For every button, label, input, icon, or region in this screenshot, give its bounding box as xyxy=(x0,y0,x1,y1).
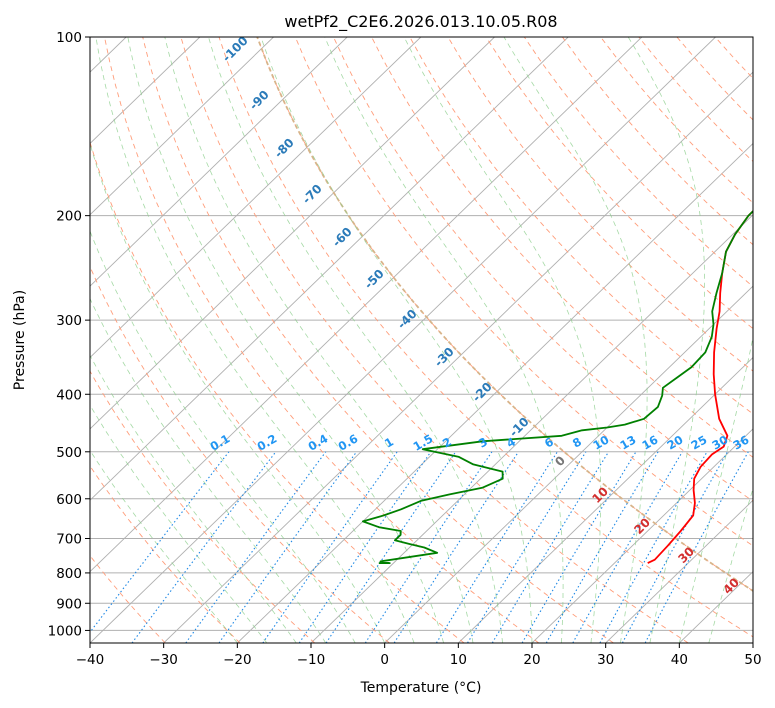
x-tick-label: −30 xyxy=(149,652,178,668)
isotherm-line xyxy=(752,642,753,643)
y-tick-label: 200 xyxy=(56,209,82,225)
isotherm-line xyxy=(90,37,569,501)
isotherm-line xyxy=(605,499,753,643)
mixing-ratio-label: 25 xyxy=(689,432,710,452)
isotherm-line xyxy=(90,37,201,145)
x-tick-label: −10 xyxy=(297,652,326,668)
temperature-profile xyxy=(647,209,753,564)
isotherm-line xyxy=(90,37,643,573)
y-tick-label: 100 xyxy=(56,30,82,46)
isotherm-line xyxy=(310,214,753,643)
moist-adiabat-line xyxy=(208,37,503,643)
x-tick-label: 10 xyxy=(450,652,467,668)
plot-background xyxy=(90,37,753,643)
x-axis-label: Temperature (°C) xyxy=(360,680,482,696)
moist-adiabat-line xyxy=(260,37,533,643)
mixing-ratio-label: 16 xyxy=(640,432,661,452)
mixing-ratio-label: 10 xyxy=(591,432,612,452)
mixing-ratio-line xyxy=(435,451,558,643)
moist-adiabat-line xyxy=(90,449,238,643)
x-tick-label: 0 xyxy=(380,652,389,668)
x-axis: −40 −30 −20 −10 0 10 20 30 40 50 xyxy=(76,643,762,668)
moist-adiabat-line xyxy=(403,37,602,643)
chart-title: wetPf2_C2E6.2026.013.10.05.R08 xyxy=(284,12,557,32)
dry-adiabat-line xyxy=(371,37,753,458)
isotherm-line xyxy=(384,285,753,643)
y-tick-label: 500 xyxy=(56,445,82,461)
background-lines xyxy=(90,37,753,643)
mixing-ratio-line xyxy=(599,451,708,643)
mixing-ratio-line xyxy=(393,451,519,643)
profile-series xyxy=(362,209,753,564)
x-tick-label: 50 xyxy=(744,652,761,668)
dry-adiabat-line xyxy=(485,37,753,330)
mixing-ratio-label: 20 xyxy=(665,432,686,452)
mixing-ratio-line xyxy=(364,451,493,643)
moist-adiabat-line xyxy=(127,37,444,643)
moist-adiabat-line xyxy=(164,37,474,643)
dry-adiabat-line xyxy=(180,37,689,643)
y-tick-label: 900 xyxy=(56,596,82,612)
isotherm-line xyxy=(237,142,753,643)
isotherm-line xyxy=(163,71,753,643)
y-tick-label: 1000 xyxy=(48,623,82,639)
dry-adiabat-line xyxy=(333,37,753,502)
moist-adiabat-line xyxy=(90,142,386,643)
mixing-ratio-line xyxy=(185,451,327,643)
y-tick-label: 400 xyxy=(56,387,82,403)
isotherm-line xyxy=(531,428,753,643)
dry-adiabat-line xyxy=(523,37,753,288)
y-axis: 1000 900 800 700 600 500 400 300 200 100 xyxy=(48,30,90,639)
dry-adiabat-line xyxy=(142,37,614,643)
dry-adiabat-line xyxy=(90,554,166,643)
mixing-ratio-line xyxy=(262,451,398,643)
y-tick-label: 600 xyxy=(56,492,82,508)
moist-adiabat-line xyxy=(90,229,356,643)
dry-adiabat-line xyxy=(90,140,465,643)
isotherm-line xyxy=(90,37,348,287)
isotherm-line xyxy=(90,37,495,430)
mixing-ratio-line xyxy=(131,451,277,643)
x-tick-label: −20 xyxy=(223,652,252,668)
mixing-ratio-line xyxy=(325,451,457,643)
x-tick-label: 40 xyxy=(671,652,688,668)
plot-frame xyxy=(89,36,754,644)
mixing-ratio-label: 13 xyxy=(618,432,639,452)
moist-adiabat-line xyxy=(95,37,415,643)
mixing-ratio-line xyxy=(644,451,749,643)
mixing-ratio-label: 30 xyxy=(710,432,731,452)
isotherm-line xyxy=(90,37,274,216)
dry-adiabat-line xyxy=(90,265,390,643)
mixing-ratio-line xyxy=(218,451,358,643)
mixing-ratio-line xyxy=(298,451,432,643)
moist-adiabat-line xyxy=(324,37,564,643)
mixing-ratio-label: 36 xyxy=(731,432,752,452)
dewpoint-profile xyxy=(362,209,753,564)
y-axis-label: Pressure (hPa) xyxy=(12,290,28,390)
x-tick-label: −40 xyxy=(76,652,105,668)
y-tick-label: 300 xyxy=(56,313,82,329)
isotherm-line xyxy=(90,37,422,359)
isotherm-line xyxy=(458,356,753,643)
dry-adiabat-line xyxy=(752,37,753,38)
y-tick-label: 800 xyxy=(56,566,82,582)
mixing-ratio-line xyxy=(621,451,728,643)
isotherm-line xyxy=(90,37,716,643)
mixing-ratio-line xyxy=(491,451,610,643)
x-tick-label: 20 xyxy=(523,652,540,668)
dry-adiabat-line xyxy=(409,37,753,415)
y-tick-label: 700 xyxy=(56,532,82,548)
moist-adiabat-line xyxy=(503,37,648,643)
x-tick-label: 30 xyxy=(597,652,614,668)
